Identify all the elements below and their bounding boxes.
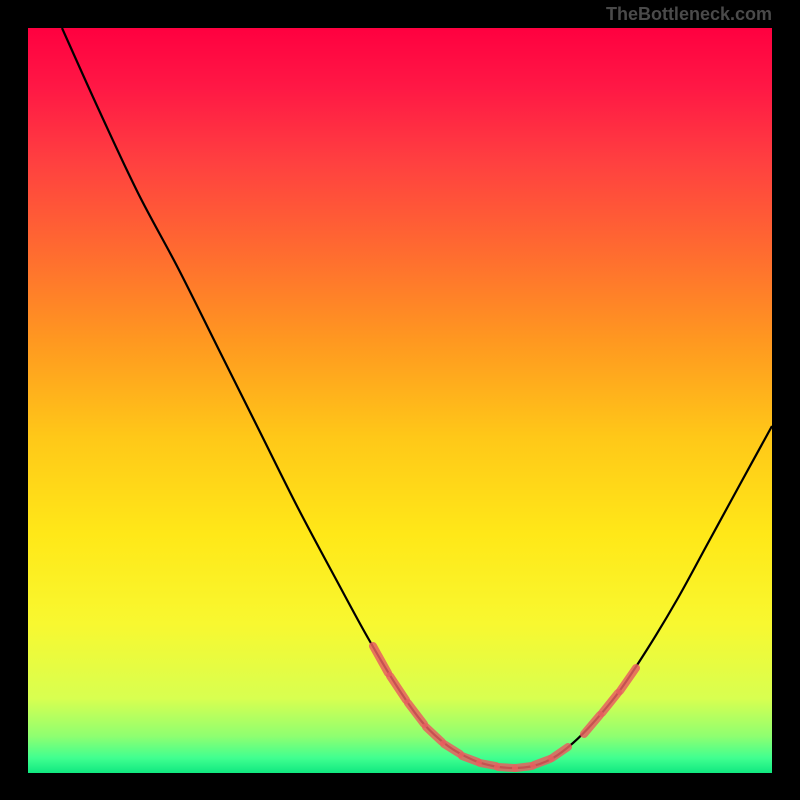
highlight-dash [498,767,514,768]
chart-container: TheBottleneck.com [0,0,800,800]
watermark-text: TheBottleneck.com [606,4,772,25]
highlight-dash [516,766,532,768]
chart-svg [0,0,800,800]
highlight-dash [462,756,478,762]
highlight-dash [534,759,550,765]
highlight-dash [480,763,496,766]
